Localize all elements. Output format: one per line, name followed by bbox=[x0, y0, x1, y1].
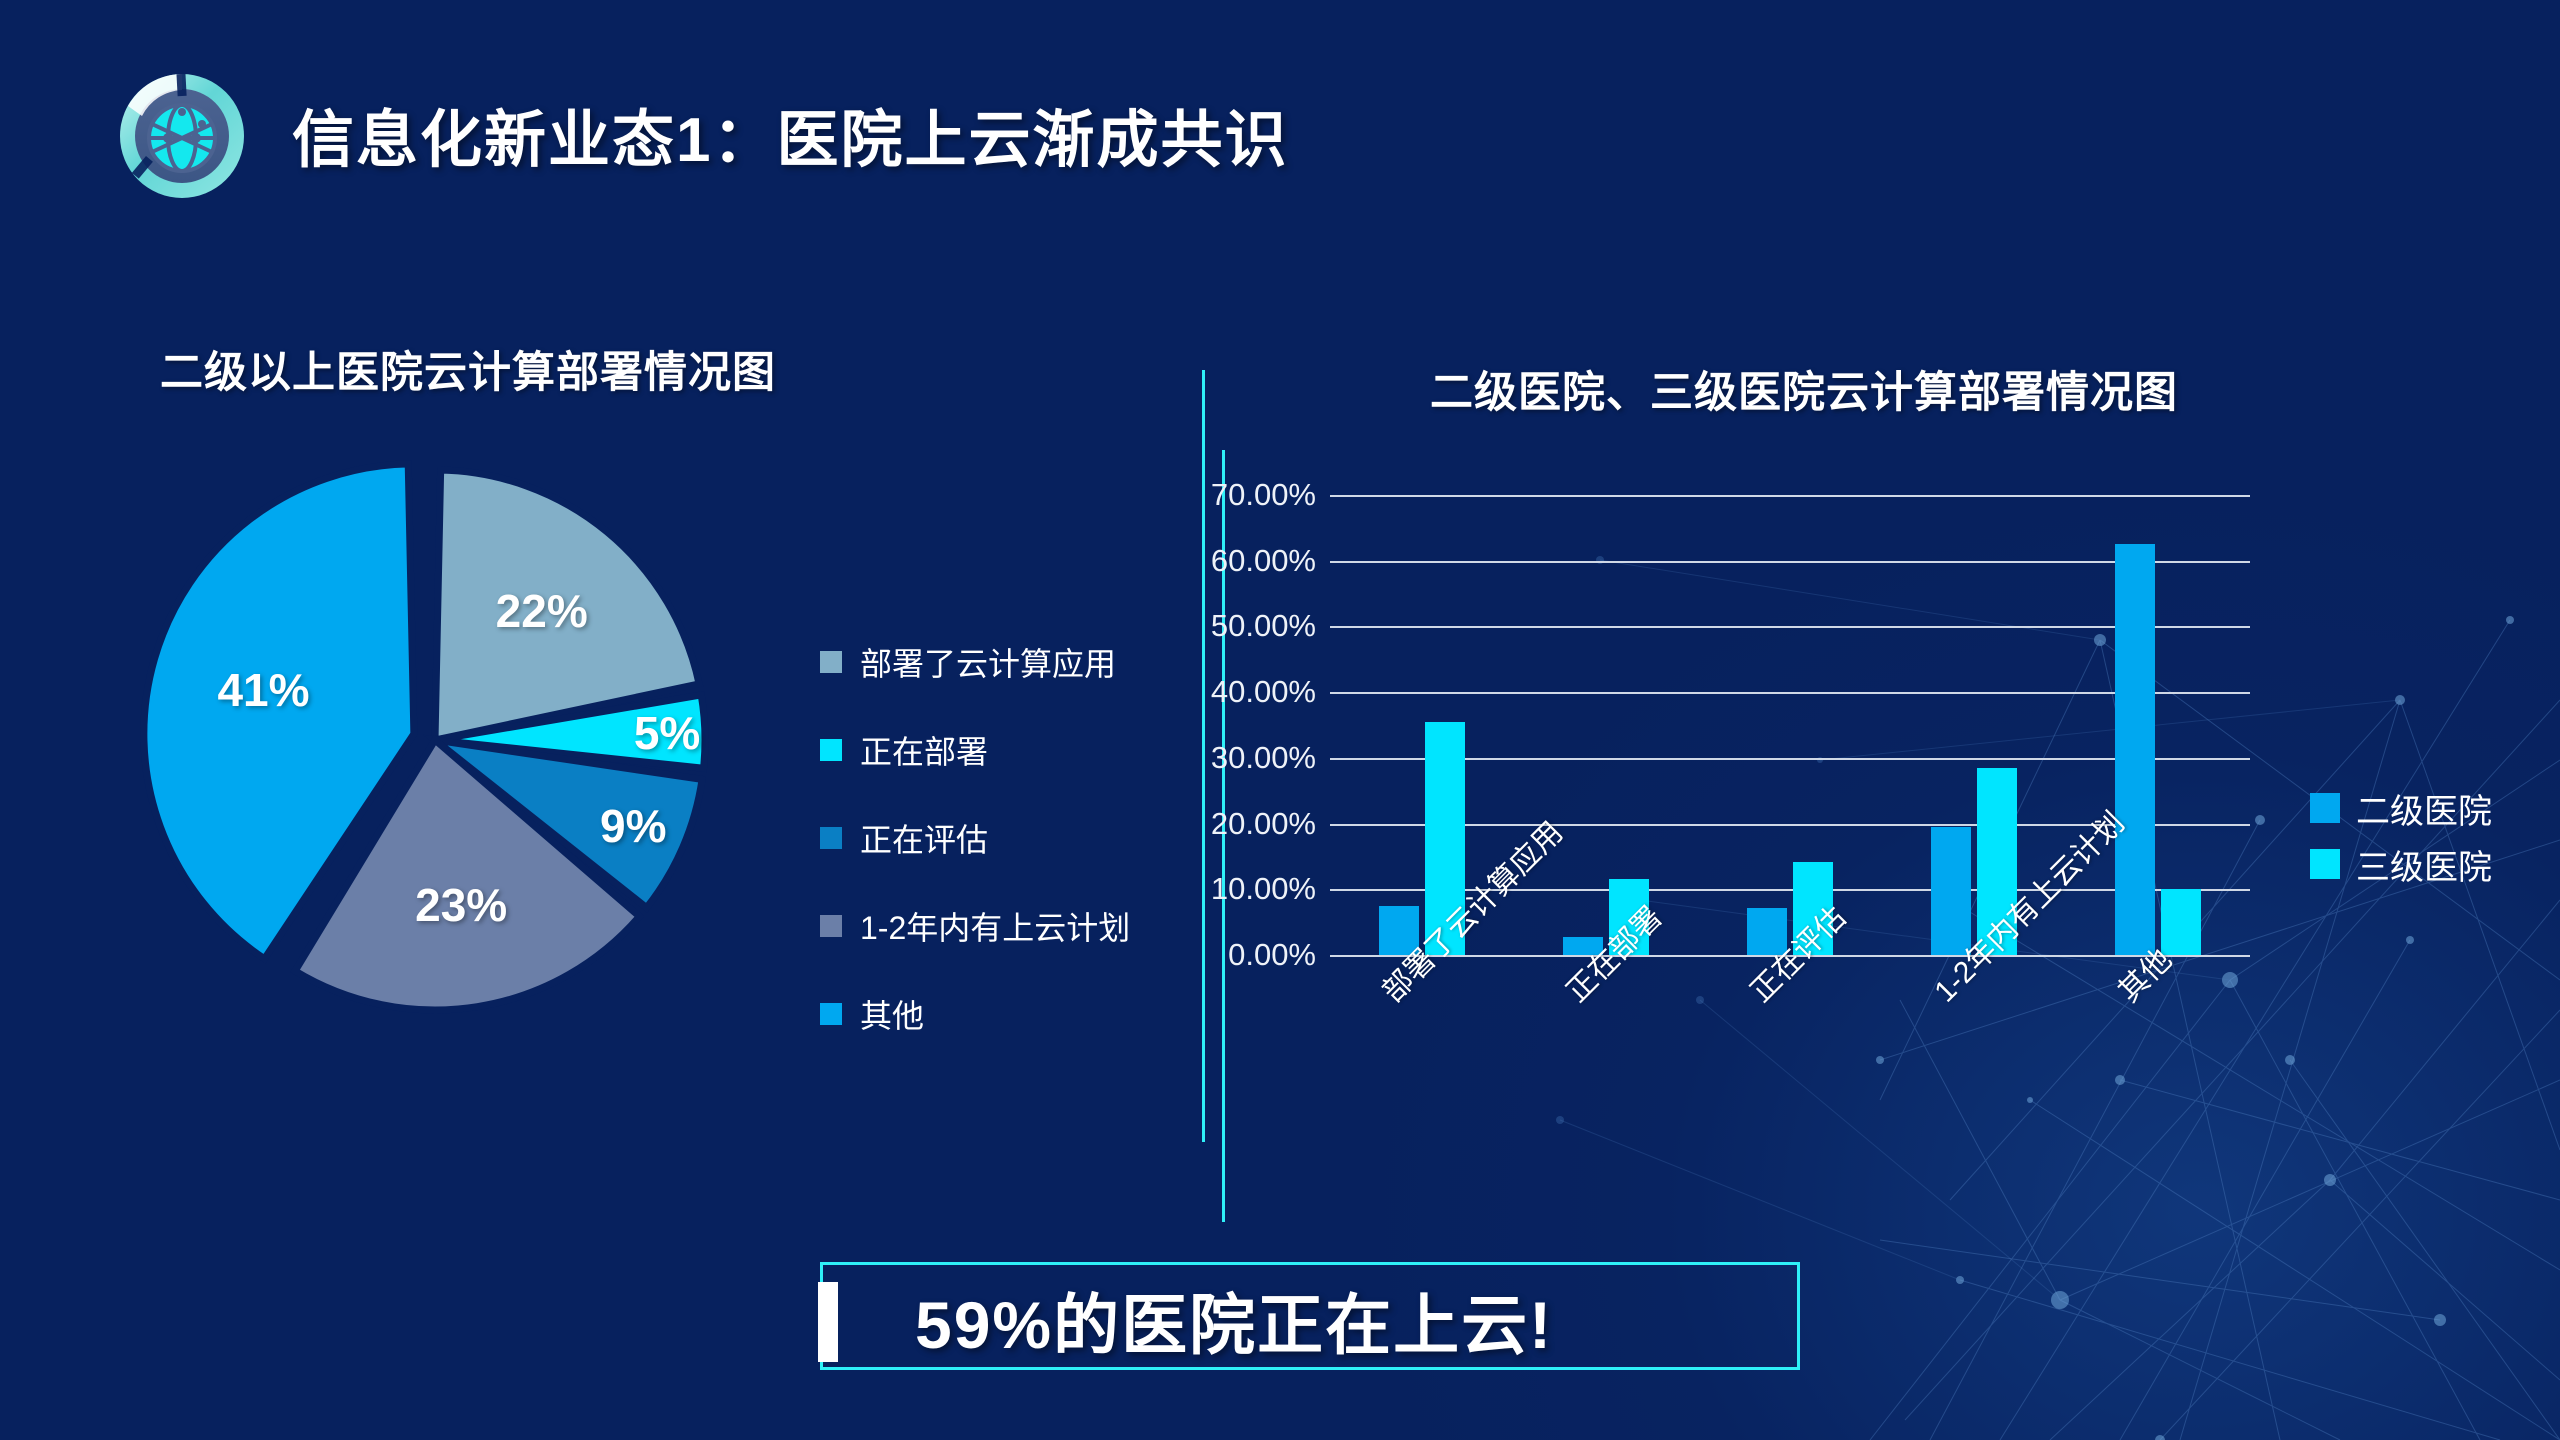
legend-label: 正在部署 bbox=[860, 734, 989, 770]
gridline bbox=[1330, 889, 2250, 892]
page-title: 信息化新业态1：医院上云渐成共识 bbox=[292, 106, 1289, 175]
section-divider-line-1 bbox=[1202, 370, 1205, 1142]
bar bbox=[1425, 721, 1465, 955]
bar-group bbox=[1563, 879, 1649, 955]
pie-chart-title: 二级以上医院云计算部署情况图 bbox=[160, 349, 776, 397]
gridline bbox=[1330, 560, 2250, 563]
bar-group bbox=[2115, 544, 2201, 955]
y-axis-tick-label: 30.00% bbox=[1210, 739, 1316, 775]
bar-group bbox=[1931, 767, 2017, 955]
y-axis-tick-label: 40.00% bbox=[1210, 674, 1316, 710]
bar-chart-title: 二级医院、三级医院云计算部署情况图 bbox=[1430, 369, 2178, 417]
legend-color-swatch bbox=[820, 915, 842, 937]
pie-legend-item[interactable]: 1-2年内有上云计划 bbox=[820, 882, 1130, 970]
pie-slice-value: 9% bbox=[599, 799, 667, 852]
pie-slice-value: 22% bbox=[495, 585, 588, 638]
bar-legend-item[interactable]: 二级医院 bbox=[2310, 780, 2492, 836]
y-axis-tick-label: 50.00% bbox=[1210, 608, 1316, 644]
bar-chart-legend: 二级医院 三级医院 bbox=[2310, 780, 2492, 892]
pie-slice bbox=[140, 460, 418, 964]
bar bbox=[2161, 889, 2201, 955]
legend-label: 正在评估 bbox=[860, 822, 989, 858]
y-axis-tick-label: 70.00% bbox=[1210, 477, 1316, 512]
pie-chart-legend: 部署了云计算应用 正在部署正在评估 1-2年内有上云计划 其他 bbox=[820, 618, 1130, 1058]
pie-slice-value: 41% bbox=[217, 664, 310, 717]
bar-group bbox=[1379, 721, 1465, 955]
y-axis-tick-label: 60.00% bbox=[1210, 542, 1316, 578]
slide-header: 信息化新业态1：医院上云渐成共识 bbox=[108, 60, 1288, 208]
bar bbox=[1609, 879, 1649, 955]
legend-label: 三级医院 bbox=[2356, 848, 2492, 887]
bar bbox=[1747, 907, 1787, 955]
gridline bbox=[1330, 823, 2250, 826]
pie-legend-item[interactable]: 其他 bbox=[820, 970, 1130, 1058]
pie-legend-item[interactable]: 部署了云计算应用 bbox=[820, 618, 1130, 706]
pie-slice-value: 5% bbox=[633, 706, 701, 759]
bar bbox=[1931, 826, 1971, 955]
pie-slice bbox=[434, 690, 709, 773]
legend-color-swatch bbox=[820, 651, 842, 673]
pie-legend-item[interactable]: 正在评估 bbox=[820, 794, 1130, 882]
legend-label: 1-2年内有上云计划 bbox=[860, 910, 1131, 946]
pie-slice-value: 23% bbox=[415, 879, 508, 932]
gridline bbox=[1330, 626, 2250, 629]
bar bbox=[1977, 767, 2017, 955]
gridline bbox=[1330, 757, 2250, 760]
bar-chart-plot: 70.00% 60.00% 50.00% 40.00% 30.00% 20.00% 10.0… bbox=[1211, 477, 2250, 1009]
bar-chart-bars bbox=[1330, 495, 2250, 955]
y-axis-tick-label: 10.00% bbox=[1210, 871, 1316, 907]
legend-color-swatch bbox=[820, 1003, 842, 1025]
gridline bbox=[1330, 955, 2250, 957]
section-divider-line-2 bbox=[1222, 450, 1225, 1222]
bar bbox=[1563, 936, 1603, 955]
bar bbox=[1793, 861, 1833, 955]
pie-slice bbox=[290, 734, 645, 1014]
legend-label: 部署了云计算应用 bbox=[860, 646, 1117, 682]
legend-color-swatch bbox=[820, 827, 842, 849]
pie-legend-item[interactable]: 正在部署 bbox=[820, 706, 1130, 794]
legend-label: 其他 bbox=[860, 998, 925, 1034]
bar-group bbox=[1747, 861, 1833, 955]
y-axis-tick-label: 0.00% bbox=[1228, 937, 1316, 972]
legend-label: 二级医院 bbox=[2356, 792, 2492, 831]
gridline bbox=[1330, 692, 2250, 695]
bar bbox=[1379, 905, 1419, 955]
gridline bbox=[1330, 495, 2250, 497]
legend-color-swatch bbox=[820, 739, 842, 761]
callout-text: 59%的医院正在上云! bbox=[915, 1288, 1554, 1362]
legend-color-swatch bbox=[2310, 849, 2340, 879]
callout-accent-bar bbox=[818, 1282, 838, 1362]
bar-legend-item[interactable]: 三级医院 bbox=[2310, 836, 2492, 892]
y-axis-tick-label: 20.00% bbox=[1210, 805, 1316, 841]
pie-chart bbox=[140, 460, 709, 1014]
bar bbox=[2115, 544, 2155, 955]
globe-network-icon bbox=[108, 60, 256, 208]
pie-slice bbox=[422, 734, 707, 913]
legend-color-swatch bbox=[2310, 793, 2340, 823]
pie-slice bbox=[431, 466, 704, 745]
